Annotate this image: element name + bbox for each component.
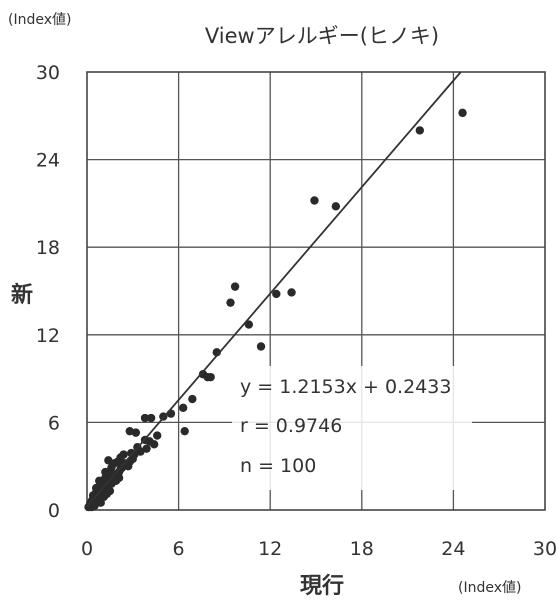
data-point (310, 196, 319, 205)
y-tick-label: 12 (36, 325, 60, 347)
regression-line-group (86, 71, 462, 508)
data-point (101, 467, 110, 477)
x-tick-label: 24 (441, 538, 465, 560)
data-point (206, 372, 215, 382)
x-tick-label: 12 (258, 538, 282, 560)
x-axis-label: 現行 (300, 573, 344, 599)
x-tick-label: 0 (81, 538, 93, 560)
data-point (180, 426, 189, 436)
data-point (146, 413, 156, 423)
data-point (153, 431, 162, 440)
x-ticks: 0 6 12 18 24 30 (81, 538, 556, 560)
x-tick-label: 30 (533, 538, 556, 560)
x-tick-label: 18 (350, 538, 374, 560)
data-point (256, 342, 266, 351)
regression-line (86, 71, 462, 508)
data-point (104, 456, 113, 465)
y-ticks: 0 6 12 18 24 30 (36, 62, 60, 522)
data-point (142, 444, 151, 453)
data-point (272, 289, 281, 299)
correlation-coefficient: r = 0.9746 (240, 415, 342, 437)
data-point (140, 413, 150, 423)
data-point (125, 426, 134, 436)
y-axis-label: 新 (11, 282, 33, 308)
data-point (178, 403, 188, 412)
plot-frame (86, 71, 546, 511)
y-tick-label: 30 (36, 62, 60, 84)
data-point (114, 473, 124, 483)
sample-size: n = 100 (240, 455, 316, 477)
data-point (130, 450, 139, 459)
x-axis-unit: (Index値) (458, 580, 521, 596)
data-point (226, 298, 235, 307)
stats-background (232, 366, 472, 490)
regression-equation: y = 1.2153x + 0.2433 (240, 376, 451, 398)
data-point (188, 394, 197, 404)
data-point (244, 320, 254, 329)
y-tick-label: 24 (36, 150, 60, 172)
data-point (287, 288, 296, 297)
y-tick-label: 18 (36, 237, 60, 259)
data-point (331, 202, 341, 211)
y-tick-label: 6 (48, 412, 60, 434)
y-tick-label: 0 (48, 500, 60, 522)
chart-title: Viewアレルギー(ヒノキ) (205, 24, 439, 48)
y-axis-unit: (Index値) (8, 12, 71, 28)
data-point (415, 126, 425, 135)
data-point (458, 108, 467, 118)
stats-box: y = 1.2153x + 0.2433 r = 0.9746 n = 100 (232, 366, 472, 490)
data-point (145, 437, 154, 446)
data-point (105, 486, 115, 496)
x-tick-label: 6 (173, 538, 185, 560)
data-point (230, 282, 240, 291)
